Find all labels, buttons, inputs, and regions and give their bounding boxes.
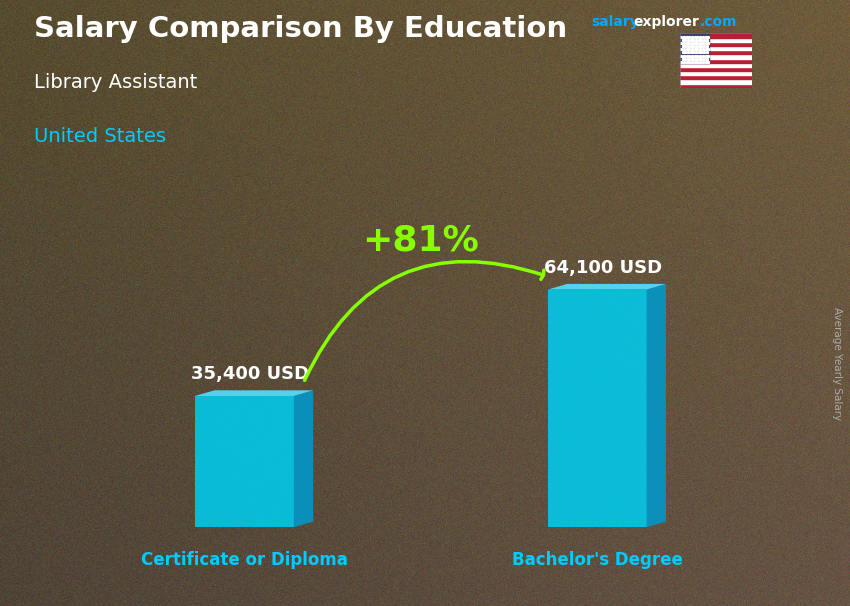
- Text: Bachelor's Degree: Bachelor's Degree: [512, 551, 683, 570]
- Bar: [680, 33, 709, 62]
- Polygon shape: [195, 396, 294, 527]
- Text: Library Assistant: Library Assistant: [34, 73, 197, 92]
- Text: 64,100 USD: 64,100 USD: [544, 259, 662, 276]
- Bar: [680, 59, 752, 62]
- Text: United States: United States: [34, 127, 166, 146]
- Text: Certificate or Diploma: Certificate or Diploma: [141, 551, 348, 570]
- Bar: [680, 38, 752, 42]
- Text: Average Yearly Salary: Average Yearly Salary: [832, 307, 842, 420]
- Text: explorer: explorer: [633, 15, 699, 29]
- Bar: [680, 62, 752, 67]
- Bar: [680, 33, 752, 38]
- Polygon shape: [294, 390, 313, 527]
- Bar: [680, 79, 752, 84]
- Polygon shape: [647, 284, 666, 527]
- Bar: [680, 75, 752, 79]
- Polygon shape: [547, 290, 647, 527]
- Bar: [680, 50, 752, 55]
- Text: Salary Comparison By Education: Salary Comparison By Education: [34, 15, 567, 43]
- Bar: [680, 71, 752, 75]
- Bar: [680, 67, 752, 71]
- Text: +81%: +81%: [362, 224, 479, 258]
- Bar: [680, 42, 752, 46]
- Text: 35,400 USD: 35,400 USD: [191, 365, 309, 383]
- Polygon shape: [547, 284, 666, 290]
- Polygon shape: [195, 390, 313, 396]
- Text: salary: salary: [591, 15, 638, 29]
- Bar: [680, 84, 752, 88]
- Bar: [680, 55, 752, 59]
- Text: .com: .com: [700, 15, 737, 29]
- Bar: [680, 46, 752, 50]
